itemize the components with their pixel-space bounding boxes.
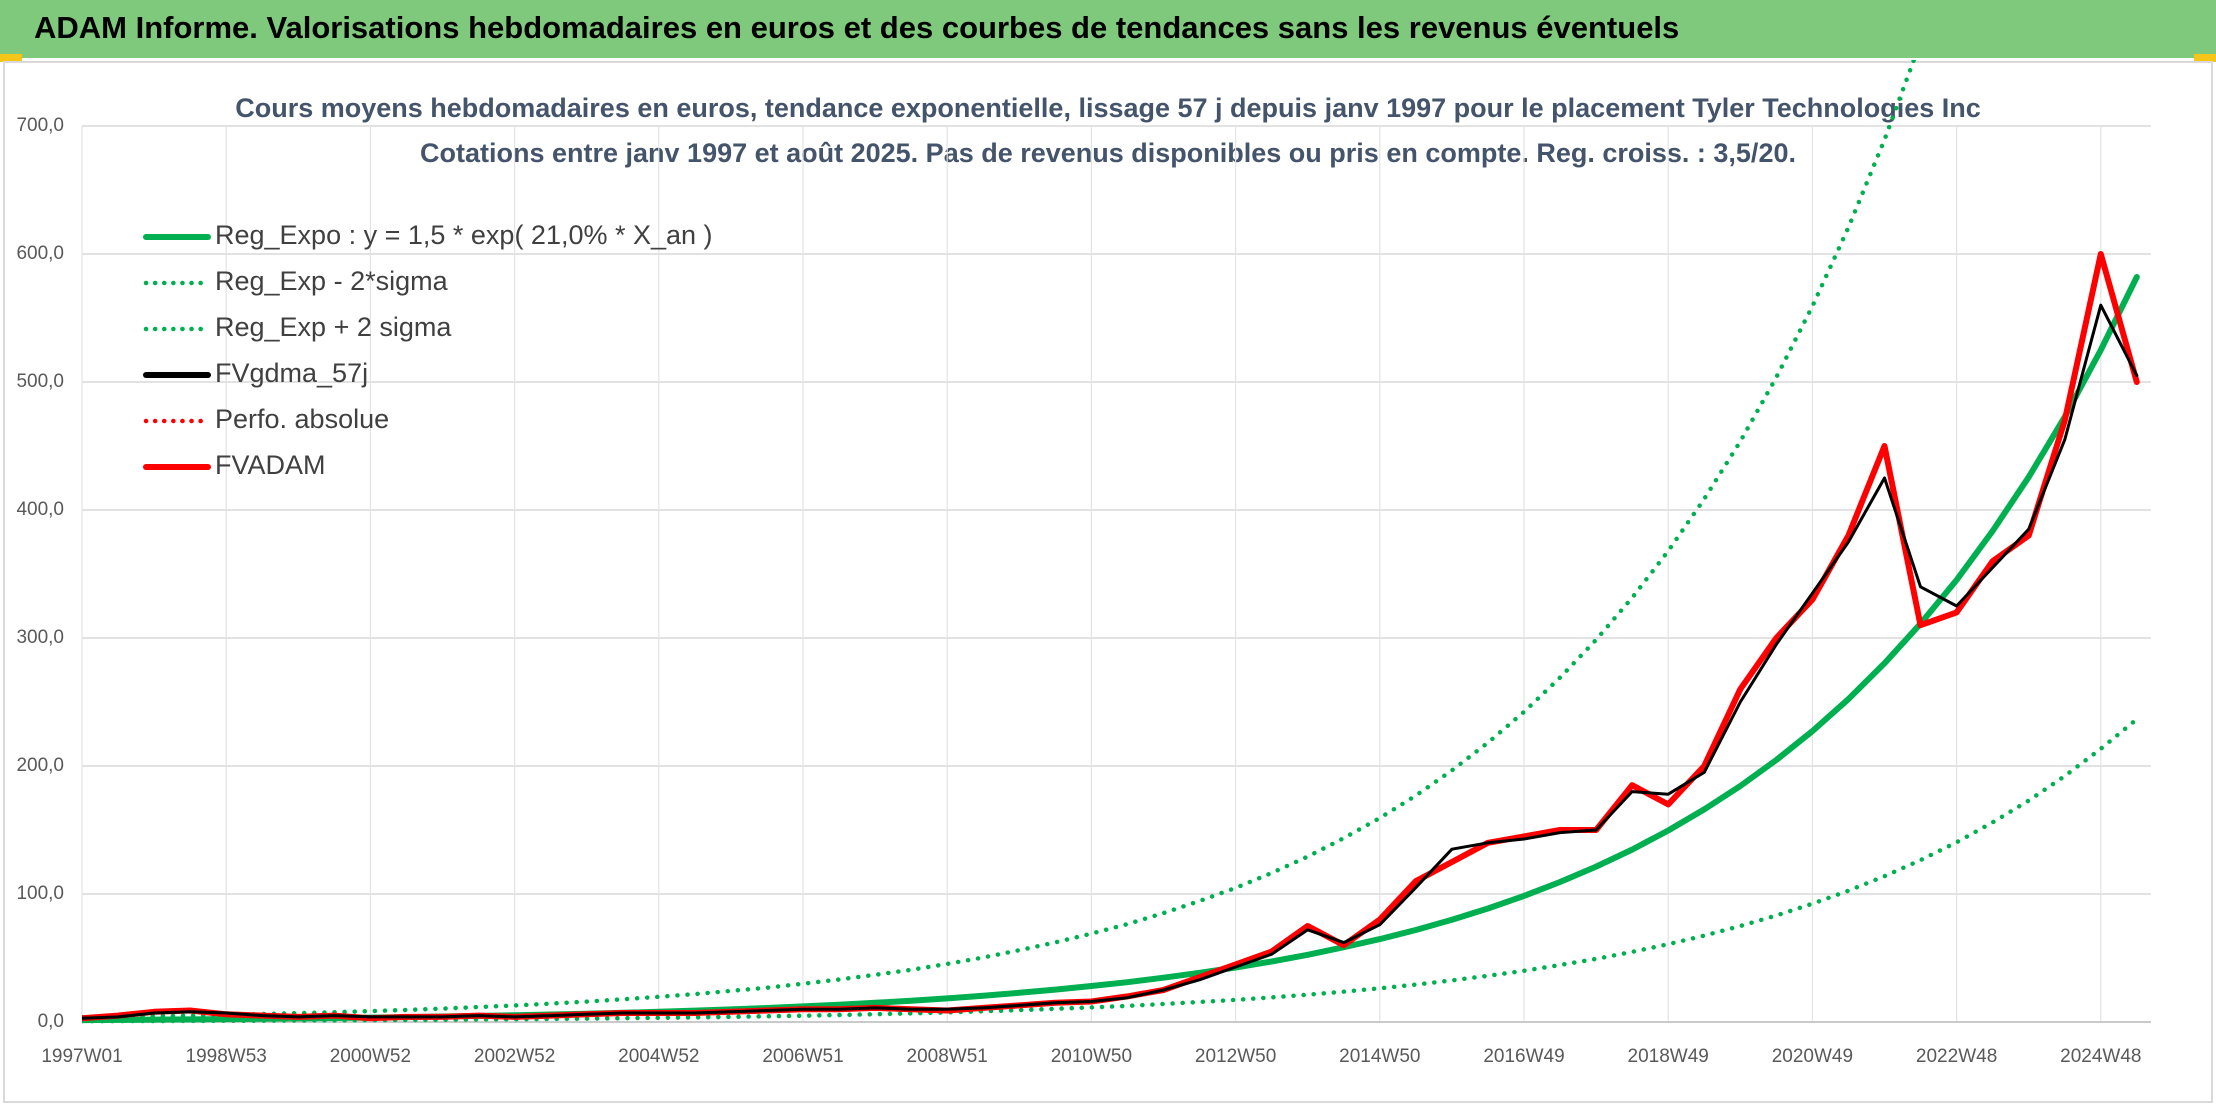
x-tick-label: 2012W50 — [1195, 1046, 1276, 1067]
x-tick-label: 2004W52 — [618, 1046, 699, 1067]
plot — [82, 60, 2140, 1024]
legend-label: Reg_Expo : y = 1,5 * exp( 21,0% * X_an ) — [215, 220, 713, 250]
y-tick-label: 0,0 — [38, 1011, 64, 1032]
x-tick-label: 1997W01 — [41, 1046, 122, 1067]
header-title: ADAM Informe. Valorisations hebdomadaire… — [34, 10, 1679, 45]
y-tick-label: 300,0 — [16, 627, 64, 648]
header-bar — [0, 0, 2216, 58]
y-tick-label: 700,0 — [16, 115, 64, 136]
legend-label: FVgdma_57j — [215, 358, 368, 388]
x-tick-label: 2022W48 — [1916, 1046, 1997, 1067]
chart-border — [3, 61, 2213, 1103]
legend-label: FVADAM — [215, 450, 326, 480]
x-tick-label: 2010W50 — [1051, 1046, 1132, 1067]
x-tick-label: 2008W51 — [907, 1046, 988, 1067]
x-tick-label: 2014W50 — [1339, 1046, 1420, 1067]
chart-title: Cours moyens hebdomadaires en euros, ten… — [235, 93, 1981, 123]
corner — [0, 54, 22, 62]
y-tick-label: 100,0 — [16, 883, 64, 904]
legend-label: Reg_Exp + 2 sigma — [215, 312, 452, 342]
y-tick-label: 200,0 — [16, 755, 64, 776]
x-tick-label: 2018W49 — [1628, 1046, 1709, 1067]
y-tick-label: 600,0 — [16, 243, 64, 264]
series-line — [82, 60, 1917, 1020]
legend-label: Reg_Exp - 2*sigma — [215, 266, 449, 296]
x-tick-label: 2000W52 — [330, 1046, 411, 1067]
x-tick-label: 2020W49 — [1772, 1046, 1853, 1067]
corner — [2194, 54, 2216, 62]
x-tick-label: 2016W49 — [1483, 1046, 1564, 1067]
y-tick-label: 500,0 — [16, 371, 64, 392]
y-tick-label: 400,0 — [16, 499, 64, 520]
x-tick-label: 2002W52 — [474, 1046, 555, 1067]
chart-subtitle: Cotations entre janv 1997 et août 2025. … — [420, 138, 1796, 168]
x-tick-label: 2006W51 — [762, 1046, 843, 1067]
legend-label: Perfo. absolue — [215, 404, 389, 434]
legend: Reg_Expo : y = 1,5 * exp( 21,0% * X_an )… — [143, 220, 713, 480]
series-line — [82, 303, 2139, 1020]
x-tick-label: 2024W48 — [2060, 1046, 2141, 1067]
grid: 0,0 100,0 200,0 300,0 400,0 500,0 600,0 700,0 19… — [16, 115, 2151, 1067]
x-tick-label: 1998W53 — [186, 1046, 267, 1067]
